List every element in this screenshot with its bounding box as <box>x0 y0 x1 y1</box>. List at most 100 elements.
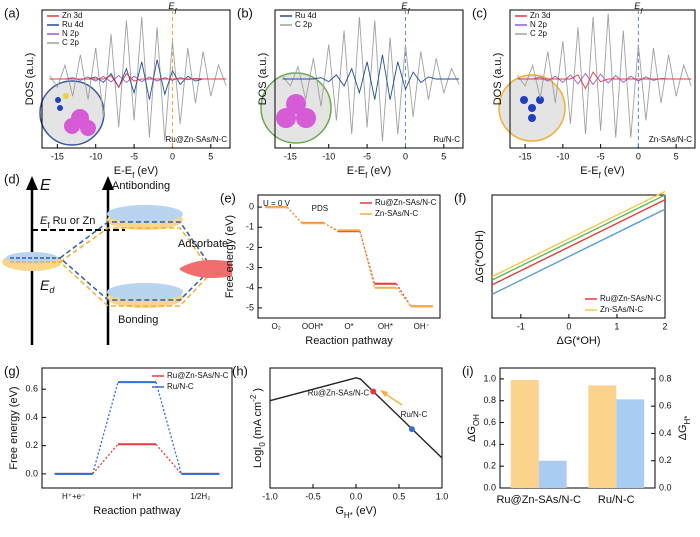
label-part: f <box>174 7 177 16</box>
legend-label: N 2p <box>62 29 79 38</box>
x-tick-label: -10 <box>556 151 569 161</box>
x-tick-label: OH* <box>378 322 393 331</box>
x-tick-label: -1.0 <box>262 491 278 501</box>
label-part: (eV) <box>601 165 625 177</box>
panel-label: (e) <box>220 190 236 205</box>
x-tick-label: 0 <box>403 151 408 161</box>
series-line <box>517 72 692 86</box>
y-tick-label: -5 <box>246 302 254 312</box>
series-line <box>517 71 692 90</box>
legend-label: Ru@Zn-SAs/N-C <box>600 294 662 303</box>
label-part: E <box>634 1 641 11</box>
arrow-h <box>380 390 403 406</box>
x-tick-label: H⁺+e⁻ <box>62 492 85 501</box>
step-connector <box>92 381 119 475</box>
x-axis-label: Reaction pathway <box>93 505 181 517</box>
series-line <box>282 54 460 100</box>
x-tick-label: OOH* <box>302 322 323 331</box>
x-tick-label: OH⁻ <box>414 322 430 331</box>
x-tick-label: 0 <box>170 151 175 161</box>
antibonding-label: Antibonding <box>112 180 170 192</box>
x-tick-label: -0.5 <box>305 491 321 501</box>
data-point <box>370 388 377 395</box>
x-tick-label: -15 <box>519 151 532 161</box>
series-line <box>49 16 227 142</box>
label-part: f <box>407 7 410 16</box>
label-part: f <box>640 7 643 16</box>
series-line <box>517 13 692 138</box>
bar <box>538 460 567 488</box>
plot-frame <box>509 9 696 149</box>
x-tick-label: 0 <box>566 321 571 331</box>
y2-tick-label: 0.4 <box>659 428 672 438</box>
x-tick-label: 5 <box>674 151 679 161</box>
y-tick-label: -1 <box>246 222 254 232</box>
energy-label: E <box>40 177 51 194</box>
x-axis-label: E-Ef (eV) <box>114 165 158 180</box>
label-part: H* <box>344 511 353 520</box>
inset-a <box>39 80 105 146</box>
x-axis-label: ΔG(*OH) <box>556 335 600 347</box>
step-connector <box>92 443 119 475</box>
panel-label: (i) <box>462 363 474 378</box>
plot-frame <box>274 9 464 149</box>
legend-label: Zn-SAs/N-C <box>600 305 643 314</box>
label-part: (mA cm <box>252 402 264 442</box>
plot-frame <box>269 367 443 489</box>
y2-axis-label: ΔGH* <box>677 416 692 441</box>
x-tick-label: 1 <box>614 321 619 331</box>
x-tick-label: -1 <box>517 321 525 331</box>
step-connector <box>359 230 376 288</box>
y-tick-label: 1.0 <box>483 373 496 383</box>
annotation: Ru@Zn-SAs/N-C <box>166 135 228 144</box>
x-tick-label: -15 <box>51 151 64 161</box>
x-tick-label: 0.0 <box>350 491 363 501</box>
step-connector <box>323 222 339 231</box>
x-tick-label: 0 <box>636 151 641 161</box>
legend-label: C 2p <box>530 29 547 38</box>
label-part: E-E <box>114 165 132 177</box>
annotation: U = 0 V <box>263 199 291 208</box>
panel-label: (f) <box>454 190 466 205</box>
series-line <box>491 190 666 278</box>
y-tick-label: 0.6 <box>25 384 38 394</box>
plot-frame <box>41 9 231 149</box>
plot-frame <box>499 367 656 489</box>
y-tick-label: 0.2 <box>483 461 496 471</box>
legend-label: C 2p <box>295 20 312 29</box>
label-part: LogI <box>252 447 264 468</box>
d-band-label: Ed <box>40 277 55 296</box>
y-axis-label: ΔGOH <box>466 414 481 442</box>
y2-tick-label: 0.0 <box>659 482 672 492</box>
y2-tick-label: 0.2 <box>659 455 672 465</box>
point-label: Ru/N-C <box>401 410 428 419</box>
x-tick-label: O* <box>344 322 353 331</box>
step-connector <box>155 443 182 475</box>
x-tick-label: Ru/N-C <box>598 494 635 506</box>
panel-label: (d) <box>4 171 20 186</box>
series-line <box>269 377 443 459</box>
y-axis-label: DOS (a.u.) <box>24 53 36 106</box>
y-tick-label: 0 <box>249 201 254 211</box>
x-axis-label: E-Ef (eV) <box>580 165 624 180</box>
y-tick-label: -4 <box>246 282 254 292</box>
legend-label: N 2p <box>530 20 547 29</box>
x-tick-label: -10 <box>89 151 102 161</box>
series-line <box>491 208 666 295</box>
x-tick-label: O₂ <box>272 322 281 331</box>
x-tick-label: -5 <box>597 151 605 161</box>
annotation: Zn-SAs/N-C <box>649 135 692 144</box>
series-line <box>49 72 227 89</box>
label-part: ) <box>252 388 264 395</box>
x-tick-label: 1/2H₂ <box>190 492 210 501</box>
label-part: E <box>401 1 408 11</box>
y-axis-label: Free energy (eV) <box>224 215 236 298</box>
x-tick-label: 1.0 <box>436 491 449 501</box>
label-part: (eV) <box>134 165 158 177</box>
adsorbate-label: Adsorbate <box>178 238 228 250</box>
y-tick-label: -3 <box>246 262 254 272</box>
y-axis-label: ΔG(*OOH) <box>474 230 486 283</box>
label-part: f <box>365 171 368 180</box>
label-part: E-E <box>347 165 365 177</box>
x-tick-label: 2 <box>662 321 667 331</box>
